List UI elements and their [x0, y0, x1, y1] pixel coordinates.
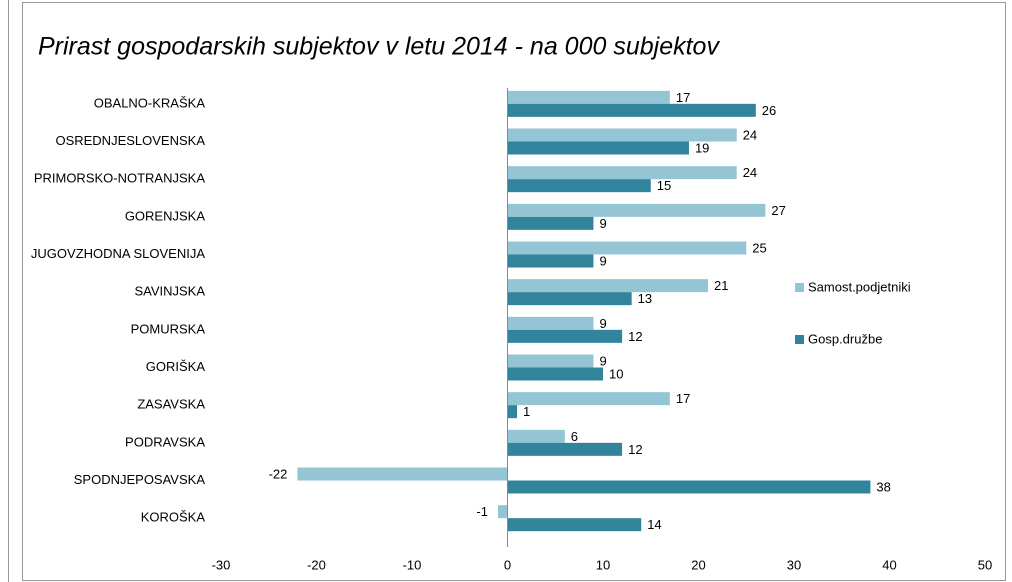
chart-frame	[22, 2, 1006, 581]
bar	[507, 367, 603, 381]
bar	[507, 392, 670, 406]
x-tick-label: 20	[691, 557, 705, 572]
x-tick-label: 0	[504, 557, 511, 572]
y-tick-label: SAVINJSKA	[134, 284, 205, 299]
data-label: 27	[771, 203, 785, 218]
legend-label: Samost.podjetniki	[808, 279, 911, 294]
x-tick-label: 10	[596, 557, 610, 572]
data-label: 15	[657, 178, 671, 193]
x-tick-label: 50	[978, 557, 992, 572]
bar	[507, 216, 594, 230]
bar	[507, 292, 632, 306]
bar	[507, 141, 689, 155]
bar	[507, 254, 594, 268]
y-tick-label: SPODNJEPOSAVSKA	[74, 472, 206, 487]
bar	[507, 166, 737, 180]
data-label: 38	[876, 479, 890, 494]
legend-swatch	[795, 335, 804, 344]
bar	[297, 467, 508, 481]
data-label: 6	[571, 429, 578, 444]
bar	[507, 203, 766, 217]
bar	[507, 405, 518, 419]
bar	[507, 128, 737, 142]
data-label: -22	[269, 466, 288, 481]
bar	[507, 518, 642, 532]
y-tick-label: JUGOVZHODNA SLOVENIJA	[31, 246, 205, 261]
x-tick-label: -20	[307, 557, 326, 572]
data-label: 25	[752, 240, 766, 255]
data-label: 26	[762, 103, 776, 118]
data-label: 13	[638, 291, 652, 306]
y-tick-label: PRIMORSKO-NOTRANJSKA	[34, 171, 206, 186]
data-label: 12	[628, 329, 642, 344]
data-label: -1	[476, 504, 488, 519]
y-tick-label: KOROŠKA	[141, 510, 206, 525]
data-label: 19	[695, 140, 709, 155]
data-label: 14	[647, 517, 661, 532]
y-tick-label: OSREDNJESLOVENSKA	[55, 133, 205, 148]
legend-swatch	[795, 283, 804, 292]
data-label: 24	[743, 165, 757, 180]
y-tick-label: ZASAVSKA	[137, 397, 205, 412]
y-tick-label: OBALNO-KRAŠKA	[94, 95, 206, 110]
data-label: 10	[609, 366, 623, 381]
data-label: 17	[676, 391, 690, 406]
bar	[507, 316, 594, 330]
bar	[507, 480, 871, 494]
data-label: 9	[599, 316, 606, 331]
data-label: 1	[523, 404, 530, 419]
x-tick-label: -30	[212, 557, 231, 572]
data-label: 17	[676, 90, 690, 105]
data-label: 9	[599, 353, 606, 368]
bar	[497, 505, 508, 519]
data-label: 21	[714, 278, 728, 293]
legend-label: Gosp.družbe	[808, 331, 882, 346]
bar	[507, 429, 565, 443]
data-label: 9	[599, 253, 606, 268]
bar	[507, 442, 623, 456]
bar	[507, 354, 594, 368]
bar	[507, 329, 623, 343]
bar	[507, 90, 670, 104]
x-tick-label: 30	[787, 557, 801, 572]
y-tick-label: PODRAVSKA	[125, 434, 205, 449]
y-tick-label: GORENJSKA	[125, 208, 206, 223]
x-tick-label: -10	[403, 557, 422, 572]
y-tick-label: POMURSKA	[131, 321, 206, 336]
y-tick-label: GORIŠKA	[146, 359, 206, 374]
bar	[507, 103, 756, 117]
data-label: 9	[599, 216, 606, 231]
bar	[507, 241, 747, 255]
bar	[507, 179, 651, 193]
bar	[507, 279, 709, 293]
x-tick-label: 40	[882, 557, 896, 572]
data-label: 24	[743, 127, 757, 142]
data-label: 12	[628, 442, 642, 457]
chart-title: Prirast gospodarskih subjektov v letu 20…	[38, 33, 720, 61]
